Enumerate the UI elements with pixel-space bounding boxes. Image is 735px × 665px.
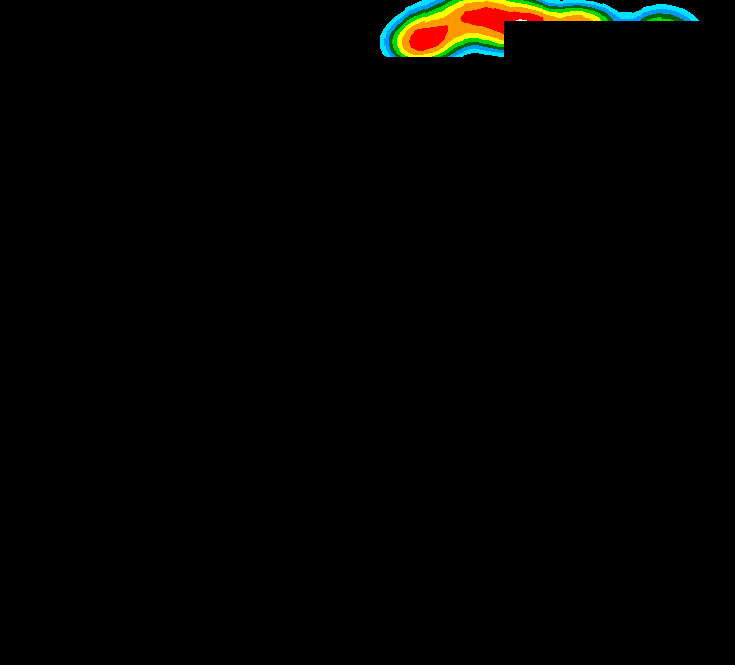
radar-reflectivity-canvas[interactable] [0, 0, 735, 665]
radar-image-viewport[interactable] [0, 0, 735, 665]
